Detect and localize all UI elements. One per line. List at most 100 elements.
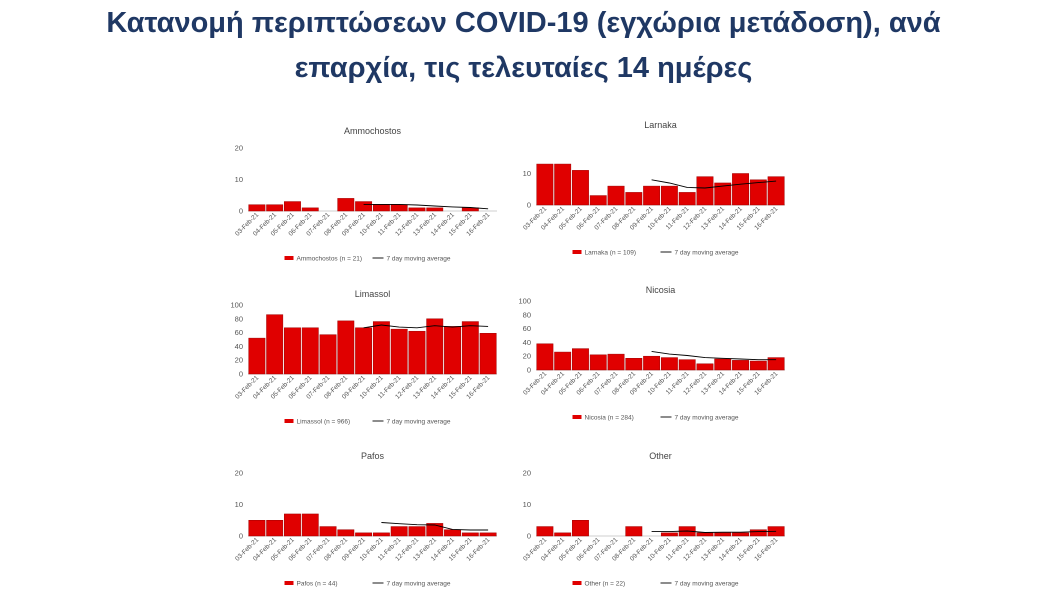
legend-bar-swatch <box>284 256 294 260</box>
chart-title: Other <box>649 451 672 461</box>
chart-svg: Other0102003-Feb-2104-Feb-2105-Feb-2106-… <box>522 451 785 588</box>
bar-04-Feb-21 <box>554 532 572 537</box>
bar-06-Feb-21 <box>301 327 319 375</box>
bar-07-Feb-21 <box>319 526 337 537</box>
y-tick-label: 0 <box>527 201 531 210</box>
bar-03-Feb-21 <box>248 520 266 537</box>
y-tick-label: 20 <box>235 469 243 478</box>
legend-bar-label: Other (n = 22) <box>585 581 626 588</box>
bar-13-Feb-21 <box>426 318 444 375</box>
bar-05-Feb-21 <box>284 327 301 375</box>
legend-bar-label: Pafos (n = 44) <box>297 581 338 588</box>
y-tick-label: 0 <box>527 532 531 541</box>
bar-10-Feb-21 <box>372 204 390 212</box>
y-tick-label: 40 <box>523 338 531 347</box>
bar-06-Feb-21 <box>589 354 607 371</box>
bar-14-Feb-21 <box>732 360 749 371</box>
bar-08-Feb-21 <box>337 198 355 212</box>
moving-average-line <box>363 324 489 329</box>
legend-bar-label: Ammochostos (n = 21) <box>297 256 363 263</box>
legend-line-label: 7 day moving average <box>387 256 451 263</box>
bar-06-Feb-21 <box>301 513 319 537</box>
y-tick-label: 0 <box>239 532 243 541</box>
y-tick-label: 0 <box>239 370 243 379</box>
bar-10-Feb-21 <box>660 357 678 371</box>
bar-08-Feb-21 <box>337 320 355 375</box>
bar-13-Feb-21 <box>426 207 444 212</box>
bar-06-Feb-21 <box>589 195 607 206</box>
y-tick-label: 20 <box>523 469 531 478</box>
bar-12-Feb-21 <box>408 207 426 212</box>
y-tick-label: 80 <box>523 310 531 319</box>
bar-16-Feb-21 <box>767 176 785 206</box>
bar-11-Feb-21 <box>678 192 696 206</box>
bar-12-Feb-21 <box>696 176 714 206</box>
bar-12-Feb-21 <box>696 363 714 371</box>
legend-bar-swatch <box>572 250 582 254</box>
bar-04-Feb-21 <box>554 163 572 206</box>
bar-13-Feb-21 <box>426 523 444 537</box>
bar-03-Feb-21 <box>536 526 554 537</box>
y-tick-label: 10 <box>523 169 531 178</box>
bar-05-Feb-21 <box>572 348 589 371</box>
moving-average-line <box>363 203 489 210</box>
chart-title: Limassol <box>355 289 391 299</box>
bar-15-Feb-21 <box>749 360 767 371</box>
bar-08-Feb-21 <box>625 358 643 371</box>
y-tick-label: 0 <box>527 366 531 375</box>
bar-10-Feb-21 <box>660 532 678 537</box>
bar-11-Feb-21 <box>678 359 696 371</box>
bar-03-Feb-21 <box>248 204 266 212</box>
bar-13-Feb-21 <box>714 182 732 206</box>
page-title: Κατανομή περιπτώσεων COVID-19 (εγχώρια μ… <box>0 0 1047 91</box>
y-tick-label: 20 <box>235 144 243 153</box>
y-tick-label: 80 <box>235 314 243 323</box>
bar-04-Feb-21 <box>554 351 572 371</box>
bar-16-Feb-21 <box>479 333 497 375</box>
legend-bar-swatch <box>284 581 294 585</box>
bar-08-Feb-21 <box>625 192 643 206</box>
bar-12-Feb-21 <box>408 526 426 537</box>
bar-16-Feb-21 <box>479 532 497 537</box>
moving-average-line <box>381 522 489 531</box>
bar-14-Feb-21 <box>444 529 461 537</box>
bar-16-Feb-21 <box>767 357 785 371</box>
bar-14-Feb-21 <box>444 326 461 375</box>
legend-bar-label: Larnaka (n = 109) <box>585 250 637 257</box>
y-tick-label: 10 <box>235 175 243 184</box>
legend-line-label: 7 day moving average <box>675 581 739 588</box>
page-title-line-2: επαρχία, τις τελευταίες 14 ημέρες <box>294 52 753 84</box>
y-tick-label: 10 <box>235 500 243 509</box>
chart-svg: Nicosia02040608010003-Feb-2104-Feb-2105-… <box>518 285 785 422</box>
chart-svg: Larnaka01003-Feb-2104-Feb-2105-Feb-2106-… <box>522 120 785 257</box>
chart-svg: Limassol02040608010003-Feb-2104-Feb-2105… <box>230 289 497 426</box>
legend-line-label: 7 day moving average <box>387 419 451 426</box>
legend-bar-swatch <box>572 581 582 585</box>
legend-bar-swatch <box>284 419 294 423</box>
y-tick-label: 100 <box>518 297 531 306</box>
bar-11-Feb-21 <box>390 526 408 537</box>
bar-05-Feb-21 <box>572 520 589 537</box>
y-tick-label: 20 <box>523 352 531 361</box>
bar-03-Feb-21 <box>536 343 554 371</box>
bar-15-Feb-21 <box>749 179 767 206</box>
bar-04-Feb-21 <box>266 314 284 375</box>
bar-09-Feb-21 <box>643 355 661 371</box>
y-tick-label: 40 <box>235 342 243 351</box>
bar-13-Feb-21 <box>714 358 732 371</box>
bar-09-Feb-21 <box>355 532 373 537</box>
bar-12-Feb-21 <box>408 330 426 375</box>
bar-09-Feb-21 <box>355 201 373 212</box>
bar-05-Feb-21 <box>284 513 301 537</box>
legend-bar-label: Limassol (n = 966) <box>297 419 351 426</box>
chart-svg: Ammochostos0102003-Feb-2104-Feb-2105-Feb… <box>234 126 497 263</box>
bar-11-Feb-21 <box>390 204 408 212</box>
legend-bar-label: Nicosia (n = 284) <box>585 415 634 422</box>
bar-09-Feb-21 <box>355 327 373 375</box>
y-tick-label: 60 <box>523 324 531 333</box>
page-title-line-1: Κατανομή περιπτώσεων COVID-19 (εγχώρια μ… <box>106 7 941 39</box>
chart-title: Larnaka <box>644 120 677 130</box>
bar-08-Feb-21 <box>625 526 643 537</box>
legend-line-label: 7 day moving average <box>675 250 739 257</box>
bar-15-Feb-21 <box>461 321 479 375</box>
